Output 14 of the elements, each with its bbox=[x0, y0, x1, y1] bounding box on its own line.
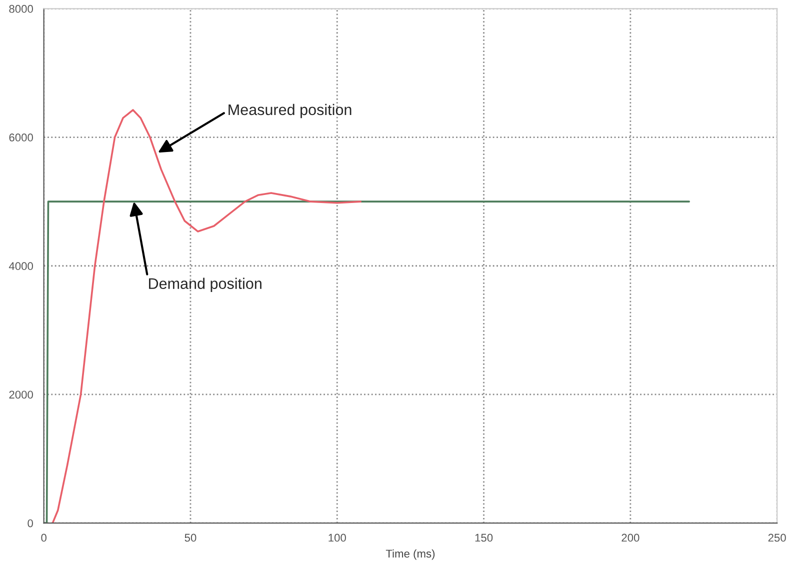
x-tick-label: 150 bbox=[475, 534, 493, 542]
x-tick-label: 200 bbox=[622, 534, 640, 542]
y-tick-label: 2000 bbox=[9, 390, 33, 399]
y-tick-label: 6000 bbox=[9, 134, 33, 142]
y-tick-label: 4000 bbox=[8, 262, 33, 270]
x-tick-label: 250 bbox=[768, 534, 786, 542]
x-tick-label: 50 bbox=[184, 534, 196, 542]
y-tick-label: 8000 bbox=[9, 4, 33, 13]
annotation: Measured position bbox=[228, 104, 352, 118]
x-axis-title: Time (ms) bbox=[386, 549, 435, 560]
y-tick-label: 0 bbox=[28, 519, 33, 528]
annotation: Demand position bbox=[149, 278, 262, 292]
x-tick-label: 100 bbox=[328, 534, 346, 542]
x-tick-label: 0 bbox=[41, 534, 46, 542]
